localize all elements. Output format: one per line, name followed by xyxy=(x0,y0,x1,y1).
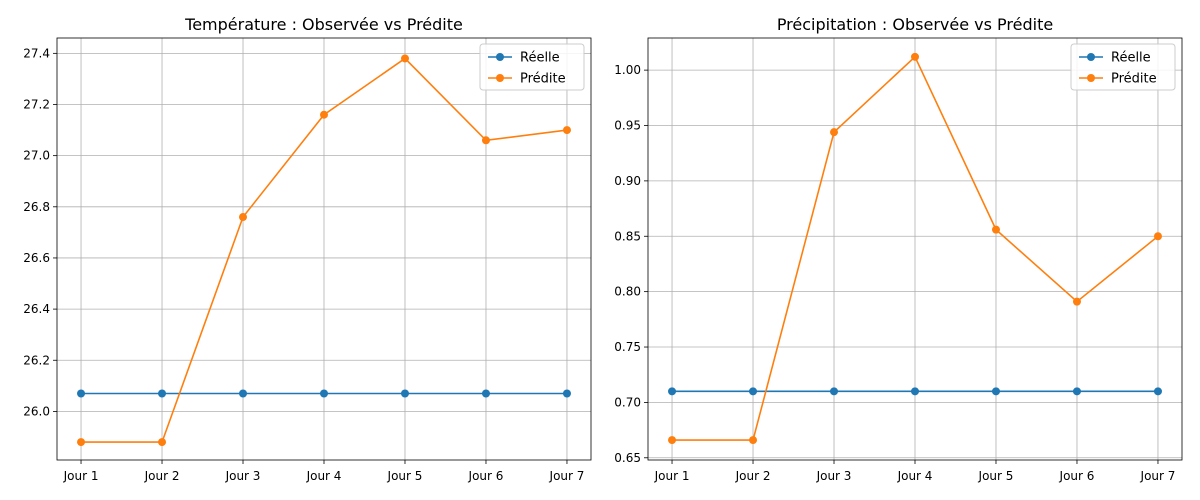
data-point xyxy=(991,225,1000,234)
y-tick-label: 0.70 xyxy=(614,395,641,409)
data-point xyxy=(749,436,758,445)
series-reelle xyxy=(668,387,1162,396)
x-tick-label: Jour 6 xyxy=(1059,469,1095,483)
y-tick-label: 0.85 xyxy=(614,229,641,243)
x-tick-label: Jour 1 xyxy=(654,469,690,483)
x-tick-label: Jour 3 xyxy=(816,469,852,483)
data-point xyxy=(749,387,758,396)
data-point xyxy=(911,387,919,396)
y-tick-label: 26.6 xyxy=(23,251,50,265)
y-tick-label: 26.8 xyxy=(23,200,50,214)
grid xyxy=(648,38,1182,460)
data-point xyxy=(239,389,248,398)
data-point xyxy=(911,52,919,61)
legend: Réelle Prédite xyxy=(479,43,585,91)
data-point xyxy=(830,387,839,396)
x-tick-label: Jour 3 xyxy=(225,469,261,483)
y-tick-label: 0.75 xyxy=(614,340,641,354)
plot-frame xyxy=(56,37,592,461)
data-point xyxy=(320,389,328,398)
series-predite xyxy=(77,54,571,447)
data-point xyxy=(562,389,571,398)
data-point xyxy=(400,389,409,398)
y-tick-label: 0.80 xyxy=(614,285,641,299)
data-point xyxy=(320,110,328,119)
x-tick-label: Jour 4 xyxy=(897,469,933,483)
data-point xyxy=(400,54,409,63)
legend-marker xyxy=(1087,74,1095,82)
data-point xyxy=(77,389,86,398)
y-tick-label: 0.65 xyxy=(614,451,641,465)
x-tick-label: Jour 2 xyxy=(735,469,771,483)
y-tick-label: 27.2 xyxy=(23,97,50,111)
series-reelle xyxy=(77,389,571,398)
legend-label: Prédite xyxy=(520,72,566,87)
series-predite xyxy=(668,52,1162,445)
y-tick-label: 27.4 xyxy=(23,46,50,60)
data-point xyxy=(239,213,248,222)
x-tick-label: Jour 1 xyxy=(63,469,99,483)
y-tick-label: 26.4 xyxy=(23,302,50,316)
data-point xyxy=(1072,387,1081,396)
x-tick-label: Jour 7 xyxy=(1140,469,1176,483)
data-point xyxy=(158,438,167,447)
chart-title: Précipitation : Observée vs Prédite xyxy=(777,15,1053,34)
data-point xyxy=(1153,387,1162,396)
y-tick-label: 0.95 xyxy=(614,119,641,133)
data-point xyxy=(830,128,839,137)
y-tick-label: 26.2 xyxy=(23,353,50,367)
legend-marker xyxy=(496,74,504,82)
data-point xyxy=(1072,297,1081,306)
x-tick-label: Jour 7 xyxy=(549,469,585,483)
legend-label: Réelle xyxy=(520,51,560,66)
legend-label: Prédite xyxy=(1111,72,1157,87)
x-tick-label: Jour 5 xyxy=(387,469,423,483)
x-tick-label: Jour 2 xyxy=(144,469,180,483)
x-tick-label: Jour 6 xyxy=(468,469,504,483)
data-point xyxy=(77,438,86,447)
legend-marker xyxy=(1087,53,1095,61)
data-point xyxy=(158,389,167,398)
legend-marker xyxy=(496,53,504,61)
data-point xyxy=(668,387,677,396)
data-point xyxy=(481,389,490,398)
x-tick-label: Jour 4 xyxy=(306,469,342,483)
chart-temperature: Température : Observée vs Prédite 26.0 26.… xyxy=(23,15,592,483)
data-point xyxy=(1153,232,1162,241)
x-tick-label: Jour 5 xyxy=(978,469,1014,483)
y-tick-label: 26.0 xyxy=(23,404,50,418)
y-tick-label: 1.00 xyxy=(614,63,641,77)
data-point xyxy=(481,136,490,145)
y-tick-label: 0.90 xyxy=(614,174,641,188)
chart-title: Température : Observée vs Prédite xyxy=(184,15,463,34)
legend-label: Réelle xyxy=(1111,51,1151,66)
y-tick-label: 27.0 xyxy=(23,149,50,163)
chart-precipitation: Précipitation : Observée vs Prédite 0.65 0… xyxy=(614,15,1183,483)
legend: Réelle Prédite xyxy=(1070,43,1176,91)
plot-frame xyxy=(647,37,1183,461)
data-point xyxy=(668,436,677,445)
data-point xyxy=(991,387,1000,396)
data-point xyxy=(562,126,571,135)
